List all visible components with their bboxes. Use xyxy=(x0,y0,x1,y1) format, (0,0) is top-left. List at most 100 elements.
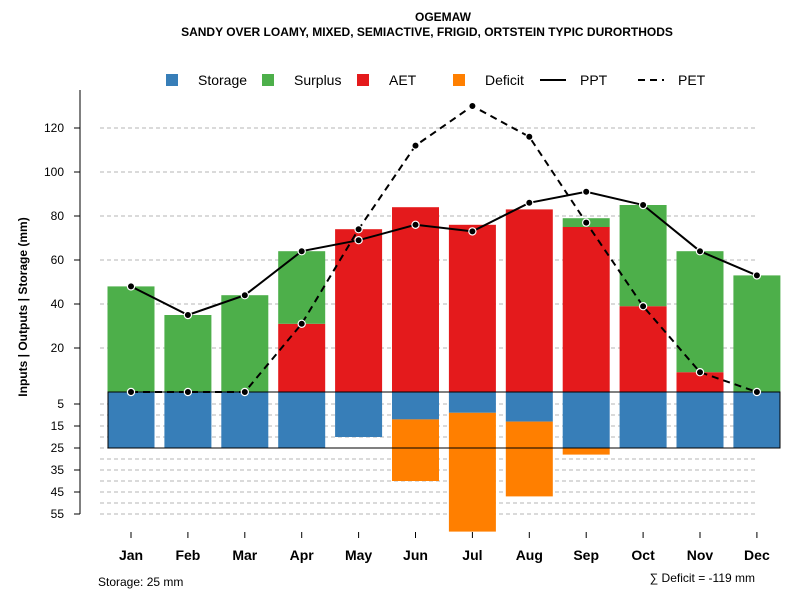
y-tick-label: 100 xyxy=(44,165,64,179)
ppt-line xyxy=(130,190,758,317)
surplus-bar xyxy=(278,251,326,324)
legend: Storage Surplus AET Deficit PPT PET xyxy=(166,72,706,88)
x-tick-label-dec: Dec xyxy=(744,547,770,563)
y-axis: 20 40 60 80 100 120 5 15 25 35 45 55 xyxy=(44,90,81,521)
aet-bar xyxy=(278,323,326,392)
storage-bar xyxy=(733,392,781,448)
storage-bar xyxy=(676,392,724,448)
storage-note: Storage: 25 mm xyxy=(98,575,183,589)
deficit-bar xyxy=(562,448,610,455)
storage-capacity-box xyxy=(107,391,781,449)
pet-point xyxy=(297,319,306,328)
legend-swatch-storage xyxy=(166,74,178,86)
legend-label-aet: AET xyxy=(389,72,417,88)
x-tick-label-feb: Feb xyxy=(175,547,200,563)
storage-bar xyxy=(448,392,496,413)
y-tick-label: 60 xyxy=(51,253,65,267)
aet-bar xyxy=(335,229,383,392)
ppt-point xyxy=(638,200,648,210)
storage-bar xyxy=(619,392,667,448)
legend-label-surplus: Surplus xyxy=(294,72,341,88)
storage-bar xyxy=(278,392,326,448)
ppt-point xyxy=(468,227,477,236)
aet-bar xyxy=(562,227,610,392)
aet-bar xyxy=(448,224,496,392)
y-tick-label: 45 xyxy=(51,485,65,499)
surplus-bar xyxy=(676,251,724,373)
ppt-point xyxy=(411,220,420,229)
aet-bar xyxy=(505,209,553,392)
pet-point xyxy=(468,101,477,111)
y-tick-label: 55 xyxy=(51,507,65,521)
pet-point xyxy=(525,132,534,141)
y-tick-label: 15 xyxy=(51,419,65,433)
surplus-bar xyxy=(619,205,667,307)
deficit-bar xyxy=(392,419,439,481)
legend-label-storage: Storage xyxy=(198,72,247,88)
y-tick-label: 80 xyxy=(51,209,65,223)
x-tick-label-nov: Nov xyxy=(687,547,714,563)
storage-bar xyxy=(505,392,553,422)
ppt-point xyxy=(695,246,705,256)
legend-swatch-surplus xyxy=(262,74,274,86)
pet-point xyxy=(752,387,762,397)
y-tick-label: 120 xyxy=(44,121,64,135)
x-tick-label-jun: Jun xyxy=(403,547,428,563)
storage-bar xyxy=(562,392,610,448)
ppt-point xyxy=(240,291,249,300)
ppt-point xyxy=(752,271,762,280)
y-tick-label: 20 xyxy=(51,341,65,355)
storage-bar xyxy=(107,392,155,448)
y-tick-label: 25 xyxy=(51,441,65,455)
surplus-bar xyxy=(107,286,155,392)
deficit-note: ∑ Deficit = -119 mm xyxy=(650,571,755,585)
ppt-point xyxy=(354,235,363,245)
y-tick-label: 5 xyxy=(57,397,64,411)
ppt-point xyxy=(183,310,193,320)
ppt-point xyxy=(525,198,534,207)
pet-point xyxy=(411,141,420,150)
series-lines xyxy=(126,101,762,397)
deficit-bar xyxy=(505,421,553,497)
pet-point xyxy=(582,218,591,227)
surplus-bar xyxy=(733,275,781,392)
x-axis: Jan Feb Mar Apr May Jun Jul Aug Sep Oct Nov Dec xyxy=(119,532,770,563)
x-tick-label-mar: Mar xyxy=(232,547,257,563)
pet-point xyxy=(183,387,193,397)
deficit-bar xyxy=(448,412,496,532)
bars xyxy=(107,205,781,532)
pet-point xyxy=(638,302,648,311)
x-tick-label-sep: Sep xyxy=(573,547,599,563)
storage-bar xyxy=(392,392,439,420)
storage-bar xyxy=(164,392,212,448)
pet-line xyxy=(131,104,758,393)
x-tick-label-oct: Oct xyxy=(631,547,655,563)
surplus-bar xyxy=(221,295,269,392)
x-tick-label-jan: Jan xyxy=(119,547,143,563)
legend-label-ppt: PPT xyxy=(580,72,608,88)
legend-label-deficit: Deficit xyxy=(485,72,524,88)
pet-point xyxy=(240,387,249,397)
storage-bar xyxy=(335,392,383,437)
x-tick-label-jul: Jul xyxy=(462,547,482,563)
legend-swatch-deficit xyxy=(453,74,465,86)
y-tick-label: 35 xyxy=(51,463,65,477)
surplus-bar xyxy=(164,315,212,392)
x-tick-label-aug: Aug xyxy=(516,547,543,563)
legend-swatch-aet xyxy=(357,74,369,86)
aet-bar xyxy=(392,207,439,392)
storage-bar xyxy=(221,392,269,448)
ppt-point xyxy=(126,282,136,291)
chart-subtitle: SANDY OVER LOAMY, MIXED, SEMIACTIVE, FRI… xyxy=(181,25,673,39)
pet-point xyxy=(126,387,136,397)
pet-point xyxy=(354,224,363,234)
pet-point xyxy=(695,368,705,377)
x-tick-label-may: May xyxy=(345,547,372,563)
y-axis-label: Inputs | Outputs | Storage (mm) xyxy=(16,217,30,396)
aet-bar xyxy=(619,306,667,392)
ppt-point xyxy=(297,246,306,256)
x-tick-label-apr: Apr xyxy=(290,547,315,563)
y-tick-label: 40 xyxy=(51,297,65,311)
legend-label-pet: PET xyxy=(678,72,706,88)
